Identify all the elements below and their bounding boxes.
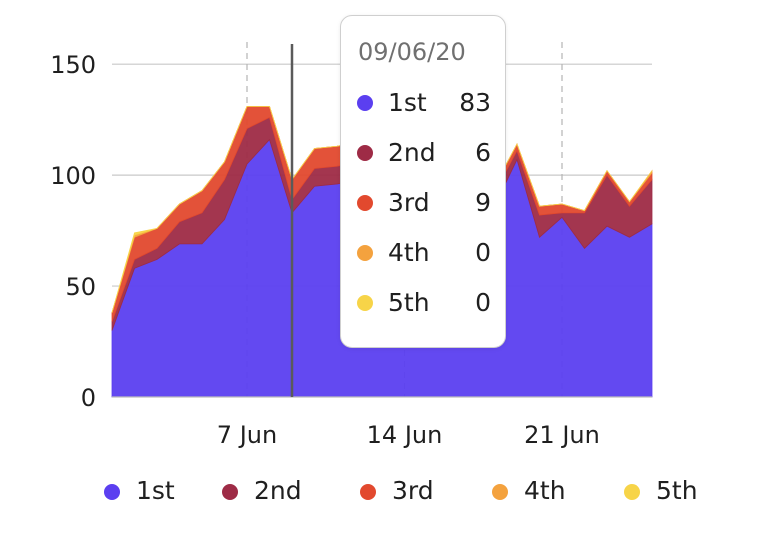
legend-label: 1st — [136, 476, 175, 505]
tooltip-series-name: 5th — [388, 288, 430, 317]
tooltip-series-name: 1st — [388, 88, 427, 117]
chart-tooltip: 09/06/20 1st 83 2nd 6 3rd 9 4th 0 5th 0 — [340, 15, 506, 348]
legend-swatch — [360, 484, 376, 500]
tooltip-row-5th: 5th 0 — [357, 288, 491, 318]
tooltip-swatch — [357, 195, 373, 211]
legend-swatch — [222, 484, 238, 500]
y-tick-label-100: 100 — [50, 162, 96, 190]
legend-swatch — [624, 484, 640, 500]
tooltip-row-3rd: 3rd 9 — [357, 188, 491, 218]
tooltip-series-value: 0 — [475, 288, 491, 317]
tooltip-swatch — [357, 95, 373, 111]
tooltip-row-2nd: 2nd 6 — [357, 138, 491, 168]
y-tick-label-0: 0 — [81, 384, 96, 412]
tooltip-series-value: 9 — [475, 188, 491, 217]
tooltip-swatch — [357, 245, 373, 261]
tooltip-series-name: 4th — [388, 238, 430, 267]
tooltip-series-value: 83 — [459, 88, 491, 117]
tooltip-series-name: 3rd — [388, 188, 430, 217]
y-tick-label-150: 150 — [50, 51, 96, 79]
x-tick-label-7: 7 Jun — [217, 421, 277, 449]
x-tick-label-21: 21 Jun — [524, 421, 600, 449]
tooltip-swatch — [357, 295, 373, 311]
tooltip-row-1st: 1st 83 — [357, 88, 491, 118]
tooltip-series-value: 6 — [475, 138, 491, 167]
tooltip-date: 09/06/20 — [358, 38, 466, 66]
legend-swatch — [104, 484, 120, 500]
legend-label: 4th — [524, 476, 566, 505]
tooltip-row-4th: 4th 0 — [357, 238, 491, 268]
tooltip-series-name: 2nd — [388, 138, 436, 167]
legend-label: 3rd — [392, 476, 434, 505]
legend-label: 2nd — [254, 476, 302, 505]
tooltip-series-value: 0 — [475, 238, 491, 267]
x-tick-label-14: 14 Jun — [367, 421, 443, 449]
tooltip-swatch — [357, 145, 373, 161]
legend-label: 5th — [656, 476, 698, 505]
chart-legend: 1st 2nd 3rd 4th 5th — [0, 476, 768, 510]
y-tick-label-50: 50 — [65, 273, 96, 301]
legend-swatch — [492, 484, 508, 500]
